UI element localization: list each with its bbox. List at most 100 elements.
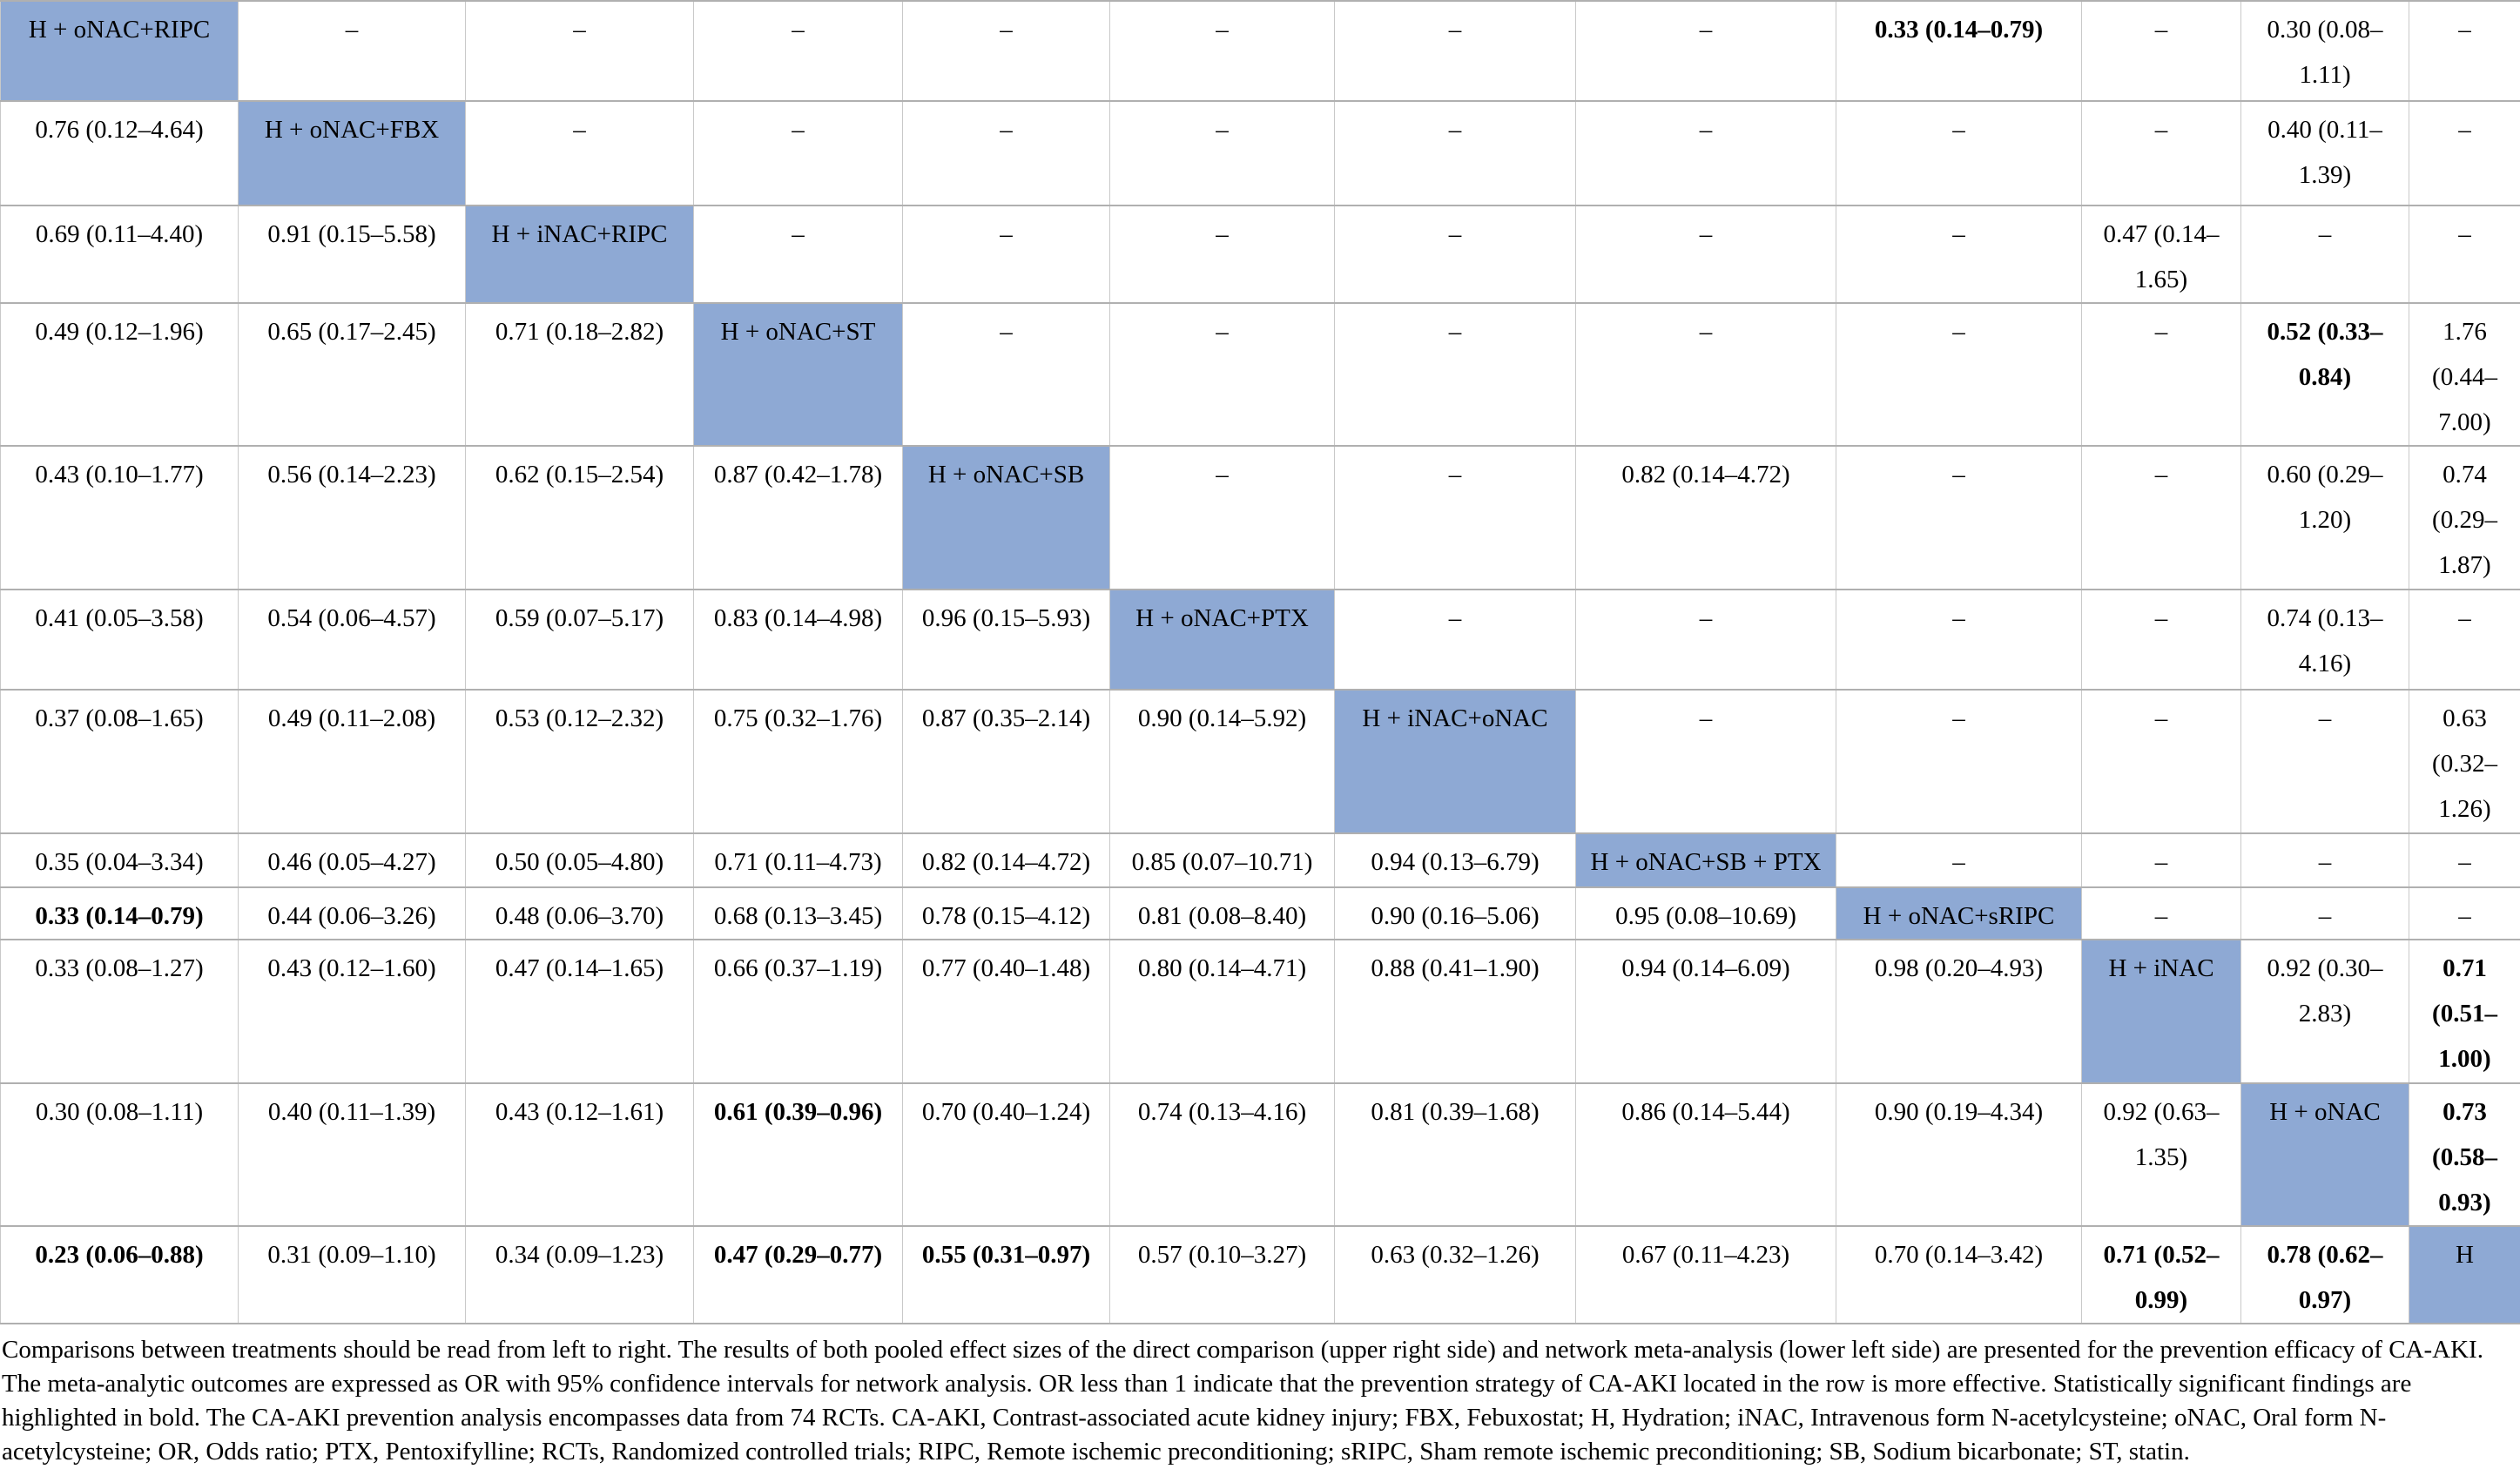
effect-size-cell: 0.88 (0.41–1.90) [1335,940,1576,1083]
effect-size-cell: 0.71 (0.11–4.73) [694,833,903,887]
effect-size-cell: 0.71 (0.52–0.99) [2082,1226,2241,1324]
no-direct-comparison-cell: – [2409,887,2520,940]
no-direct-comparison-cell: – [1110,206,1335,303]
no-direct-comparison-cell: – [239,1,466,101]
no-direct-comparison-cell: – [2082,833,2241,887]
no-direct-comparison-cell: – [1576,206,1836,303]
no-direct-comparison-cell: – [2409,206,2520,303]
no-direct-comparison-cell: – [1335,101,1576,206]
effect-size-cell: 0.92 (0.30–2.83) [2241,940,2409,1083]
effect-size-cell: 0.94 (0.14–6.09) [1576,940,1836,1083]
no-direct-comparison-cell: – [1576,690,1836,833]
no-direct-comparison-cell: – [1836,690,2082,833]
no-direct-comparison-cell: – [694,1,903,101]
effect-size-cell: 0.74 (0.29–1.87) [2409,446,2520,590]
effect-size-cell: 0.48 (0.06–3.70) [466,887,694,940]
effect-size-cell: 0.77 (0.40–1.48) [903,940,1110,1083]
effect-size-cell: 0.30 (0.08–1.11) [2241,1,2409,101]
effect-size-cell: 0.83 (0.14–4.98) [694,590,903,690]
table-row: 0.33 (0.08–1.27)0.43 (0.12–1.60)0.47 (0.… [1,940,2520,1083]
effect-size-cell: 0.85 (0.07–10.71) [1110,833,1335,887]
treatment-diagonal-cell: H + oNAC+RIPC [1,1,239,101]
no-direct-comparison-cell: – [2082,590,2241,690]
no-direct-comparison-cell: – [903,101,1110,206]
no-direct-comparison-cell: – [1110,101,1335,206]
no-direct-comparison-cell: – [1335,1,1576,101]
treatment-diagonal-cell: H + oNAC+FBX [239,101,466,206]
effect-size-cell: 0.34 (0.09–1.23) [466,1226,694,1324]
effect-size-cell: 0.75 (0.32–1.76) [694,690,903,833]
effect-size-cell: 0.46 (0.05–4.27) [239,833,466,887]
table-row: 0.23 (0.06–0.88)0.31 (0.09–1.10)0.34 (0.… [1,1226,2520,1324]
effect-size-cell: 0.62 (0.15–2.54) [466,446,694,590]
no-direct-comparison-cell: – [2409,833,2520,887]
no-direct-comparison-cell: – [903,206,1110,303]
effect-size-cell: 0.61 (0.39–0.96) [694,1083,903,1226]
no-direct-comparison-cell: – [694,206,903,303]
no-direct-comparison-cell: – [2082,887,2241,940]
table-row: 0.35 (0.04–3.34)0.46 (0.05–4.27)0.50 (0.… [1,833,2520,887]
effect-size-cell: 0.33 (0.14–0.79) [1,887,239,940]
no-direct-comparison-cell: – [1576,303,1836,446]
no-direct-comparison-cell: – [1110,1,1335,101]
effect-size-cell: 0.54 (0.06–4.57) [239,590,466,690]
treatment-diagonal-cell: H + oNAC+SB + PTX [1576,833,1836,887]
effect-size-cell: 0.63 (0.32–1.26) [2409,690,2520,833]
effect-size-cell: 0.90 (0.16–5.06) [1335,887,1576,940]
effect-size-cell: 0.81 (0.39–1.68) [1335,1083,1576,1226]
effect-size-cell: 0.82 (0.14–4.72) [1576,446,1836,590]
effect-size-cell: 0.57 (0.10–3.27) [1110,1226,1335,1324]
no-direct-comparison-cell: – [2082,1,2241,101]
effect-size-cell: 0.52 (0.33–0.84) [2241,303,2409,446]
effect-size-cell: 0.94 (0.13–6.79) [1335,833,1576,887]
no-direct-comparison-cell: – [1836,446,2082,590]
effect-size-cell: 0.59 (0.07–5.17) [466,590,694,690]
table-row: 0.33 (0.14–0.79)0.44 (0.06–3.26)0.48 (0.… [1,887,2520,940]
no-direct-comparison-cell: – [1836,101,2082,206]
effect-size-cell: 0.74 (0.13–4.16) [1110,1083,1335,1226]
effect-size-cell: 0.86 (0.14–5.44) [1576,1083,1836,1226]
effect-size-cell: 0.49 (0.11–2.08) [239,690,466,833]
effect-size-cell: 0.70 (0.14–3.42) [1836,1226,2082,1324]
effect-size-cell: 0.60 (0.29–1.20) [2241,446,2409,590]
effect-size-cell: 0.33 (0.08–1.27) [1,940,239,1083]
treatment-diagonal-cell: H + iNAC [2082,940,2241,1083]
table-row: 0.76 (0.12–4.64)H + oNAC+FBX––––––––0.40… [1,101,2520,206]
effect-size-cell: 0.40 (0.11–1.39) [2241,101,2409,206]
treatment-diagonal-cell: H + iNAC+RIPC [466,206,694,303]
no-direct-comparison-cell: – [1836,590,2082,690]
effect-size-cell: 0.96 (0.15–5.93) [903,590,1110,690]
league-table: H + oNAC+RIPC–––––––0.33 (0.14–0.79)–0.3… [0,0,2520,1324]
no-direct-comparison-cell: – [2241,887,2409,940]
effect-size-cell: 0.73 (0.58–0.93) [2409,1083,2520,1226]
effect-size-cell: 0.50 (0.05–4.80) [466,833,694,887]
no-direct-comparison-cell: – [1335,206,1576,303]
effect-size-cell: 0.33 (0.14–0.79) [1836,1,2082,101]
treatment-diagonal-cell: H [2409,1226,2520,1324]
no-direct-comparison-cell: – [466,1,694,101]
effect-size-cell: 0.56 (0.14–2.23) [239,446,466,590]
no-direct-comparison-cell: – [694,101,903,206]
no-direct-comparison-cell: – [903,303,1110,446]
effect-size-cell: 0.44 (0.06–3.26) [239,887,466,940]
table-row: 0.43 (0.10–1.77)0.56 (0.14–2.23)0.62 (0.… [1,446,2520,590]
effect-size-cell: 0.82 (0.14–4.72) [903,833,1110,887]
no-direct-comparison-cell: – [1110,303,1335,446]
effect-size-cell: 0.53 (0.12–2.32) [466,690,694,833]
treatment-diagonal-cell: H + oNAC+ST [694,303,903,446]
effect-size-cell: 0.49 (0.12–1.96) [1,303,239,446]
no-direct-comparison-cell: – [1335,446,1576,590]
effect-size-cell: 0.69 (0.11–4.40) [1,206,239,303]
effect-size-cell: 0.23 (0.06–0.88) [1,1226,239,1324]
no-direct-comparison-cell: – [903,1,1110,101]
no-direct-comparison-cell: – [2409,101,2520,206]
effect-size-cell: 0.92 (0.63–1.35) [2082,1083,2241,1226]
effect-size-cell: 0.43 (0.12–1.60) [239,940,466,1083]
table-row: 0.69 (0.11–4.40)0.91 (0.15–5.58)H + iNAC… [1,206,2520,303]
no-direct-comparison-cell: – [2082,303,2241,446]
no-direct-comparison-cell: – [1335,303,1576,446]
effect-size-cell: 0.71 (0.18–2.82) [466,303,694,446]
effect-size-cell: 0.41 (0.05–3.58) [1,590,239,690]
effect-size-cell: 0.90 (0.14–5.92) [1110,690,1335,833]
no-direct-comparison-cell: – [1836,206,2082,303]
